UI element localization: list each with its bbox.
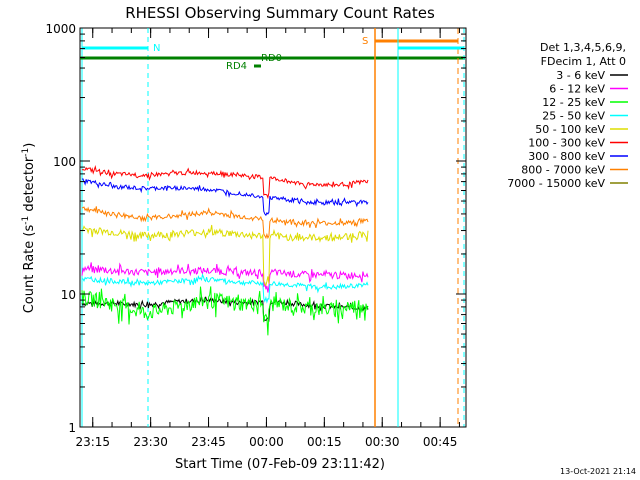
y-axis-label: Count Rate (s-1 detector-1) (21, 143, 37, 314)
series-line (81, 296, 369, 322)
series-line (81, 206, 369, 240)
series-layer (81, 164, 369, 336)
legend-entry-label: 12 - 25 keV (542, 96, 605, 109)
chart-title: RHESSI Observing Summary Count Rates (125, 4, 435, 22)
y-tick-label: 10 (61, 288, 76, 302)
axis-layer: 1 10 100 1000 23:15 23:30 23:45 00:00 00:15 00:30… (45, 22, 466, 449)
annotation-night-label: N (153, 43, 160, 54)
legend-entry-label: 50 - 100 keV (535, 123, 605, 136)
x-tick-label: 00:00 (249, 435, 284, 449)
legend-entry-label: 3 - 6 keV (556, 69, 605, 82)
y-tick-label: 1000 (45, 22, 76, 36)
series-line (81, 273, 369, 304)
legend-entry-label: 800 - 7000 keV (521, 164, 605, 177)
legend-entry-label: 25 - 50 keV (542, 110, 605, 123)
x-tick-label: 23:15 (75, 435, 110, 449)
legend-entry-label: 300 - 800 keV (528, 150, 605, 163)
x-tick-label: 00:30 (365, 435, 400, 449)
annotation-saa-label: S (362, 36, 368, 47)
legend: Det 1,3,4,5,6,9, FDecim 1, Att 0 3 - 6 k… (507, 41, 628, 190)
x-tick-label: 23:30 (133, 435, 168, 449)
legend-entry-label: 7000 - 15000 keV (507, 177, 605, 190)
observing-status-overlays (80, 28, 465, 427)
series-line (81, 178, 369, 217)
footer-timestamp: 13-Oct-2021 21:14 (560, 467, 636, 476)
legend-entry-label: 6 - 12 keV (549, 83, 605, 96)
series-line (81, 286, 369, 336)
series-line (81, 164, 369, 200)
annotation-rd4-label: RD4 (226, 61, 247, 72)
series-line (81, 224, 369, 287)
legend-header-line-2: FDecim 1, Att 0 (541, 55, 626, 68)
plot-frame (79, 27, 467, 428)
y-tick-label: 1 (68, 421, 76, 435)
x-tick-label: 00:45 (423, 435, 458, 449)
x-axis-label: Start Time (07-Feb-09 23:11:42) (175, 457, 385, 472)
y-tick-label: 100 (53, 155, 76, 169)
legend-entry-label: 100 - 300 keV (528, 137, 605, 150)
x-tick-label: 00:15 (307, 435, 342, 449)
legend-header-line-1: Det 1,3,4,5,6,9, (540, 41, 626, 54)
series-line (81, 262, 369, 293)
annotation-rd0-label: RD0 (261, 53, 282, 64)
x-tick-label: 23:45 (191, 435, 226, 449)
